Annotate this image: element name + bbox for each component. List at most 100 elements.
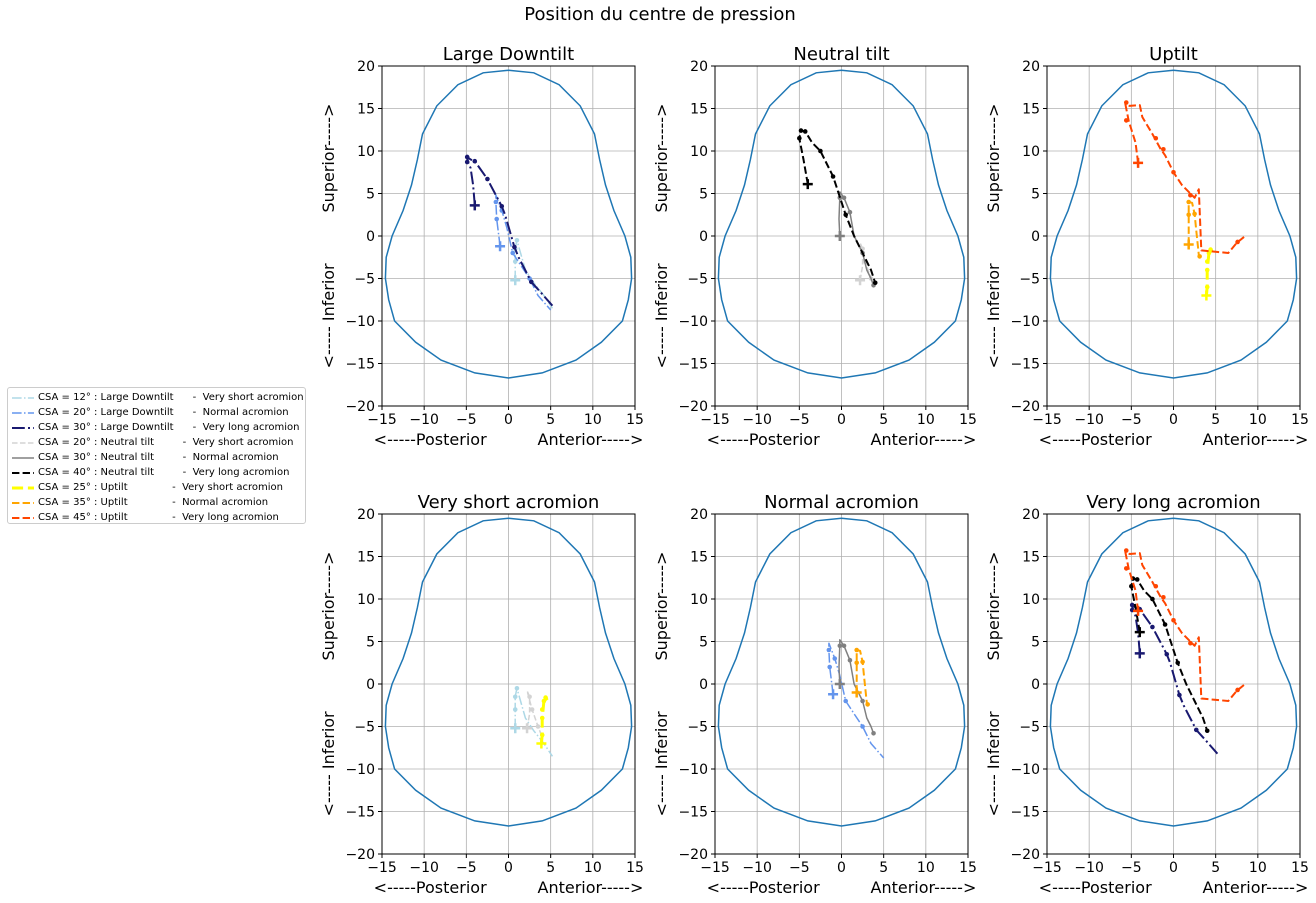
x-axis-label: <-----Posterior Anterior----->: [1039, 430, 1309, 449]
x-tick-label: 0: [1169, 860, 1178, 876]
series-marker-s30: [1193, 727, 1199, 733]
legend-swatch: [12, 442, 34, 444]
x-tick-label: 15: [1291, 412, 1309, 428]
y-tick-label: −5: [687, 720, 708, 736]
x-axis-label: <-----Posterior Anterior----->: [707, 878, 977, 897]
series-marker-s40: [818, 148, 823, 154]
series-marker-s45: [1188, 640, 1193, 646]
series-marker-s30: [464, 154, 470, 160]
legend-item: CSA = 12° : Large Downtilt - Very short …: [8, 390, 305, 405]
series-marker-s45: [1235, 687, 1240, 693]
series-marker-s35: [1192, 211, 1197, 217]
x-tick-label: −10: [1074, 860, 1104, 876]
subplot-title: Normal acromion: [764, 492, 919, 513]
series-marker-s30: [528, 279, 534, 285]
y-tick-label: 0: [366, 229, 375, 245]
series-line-s40: [1130, 577, 1209, 732]
series-marker-s25: [1204, 267, 1210, 273]
y-tick-label: 20: [357, 59, 375, 75]
series-start-cross-s30n: [834, 231, 845, 241]
series-start-cross-s25: [1201, 290, 1212, 301]
x-tick-label: 15: [626, 860, 644, 876]
series-start-cross-s30: [469, 200, 480, 211]
series-marker-s35: [860, 659, 865, 665]
y-tick-label: −15: [1010, 805, 1040, 821]
legend-swatch: [12, 472, 34, 474]
series-marker-s30n: [841, 643, 847, 649]
series-start-cross-s20: [828, 689, 839, 700]
series-start-cross-s45: [1133, 157, 1144, 168]
x-tick-label: −15: [700, 860, 730, 876]
y-tick-label: −10: [1010, 762, 1040, 778]
series-marker-s45: [1123, 548, 1129, 553]
y-tick-label: 15: [357, 102, 375, 118]
series-marker-s30: [464, 159, 470, 165]
legend-item: CSA = 20° : Large Downtilt - Normal acro…: [8, 405, 305, 420]
y-tick-label: −20: [678, 399, 708, 415]
series-marker-s12: [512, 259, 518, 264]
legend-swatch: [12, 427, 34, 429]
y-tick-label: 0: [1031, 677, 1040, 693]
glenoid-outline: [384, 517, 633, 827]
series-start-cross-s20n: [522, 723, 533, 734]
x-tick-label: −5: [789, 860, 810, 876]
series-start-cross-s35: [851, 687, 862, 698]
legend-item: CSA = 30° : Neutral tilt - Normal acromi…: [8, 450, 305, 465]
x-tick-label: −10: [742, 860, 772, 876]
x-axis-label: <-----Posterior Anterior----->: [1039, 878, 1309, 897]
series-line-s45: [1124, 551, 1246, 702]
glenoid-outline: [384, 69, 633, 379]
x-tick-label: −5: [1121, 412, 1142, 428]
y-tick-label: 15: [1022, 102, 1040, 118]
y-tick-label: −20: [345, 399, 375, 415]
series-marker-s25: [541, 698, 547, 704]
y-tick-label: 5: [366, 635, 375, 651]
series-marker-s45: [1123, 100, 1129, 105]
x-tick-label: 0: [837, 412, 846, 428]
y-tick-label: 5: [699, 635, 708, 651]
subplot-5: −15 −10 −5 0 5 10 15−20−15−10−505101520Normal …: [652, 492, 977, 897]
x-tick-label: −10: [409, 412, 439, 428]
y-tick-label: 10: [1022, 592, 1040, 608]
series-marker-s30: [1150, 624, 1155, 630]
y-tick-label: 0: [699, 677, 708, 693]
y-tick-label: 15: [690, 102, 708, 118]
x-tick-label: −5: [456, 860, 477, 876]
series-marker-s20: [510, 250, 516, 256]
series-marker-s45: [1235, 239, 1240, 245]
glenoid-outline: [1049, 69, 1298, 379]
y-tick-label: −5: [687, 272, 708, 288]
series-line-s45: [1124, 103, 1246, 254]
x-tick-label: 15: [959, 412, 977, 428]
x-tick-label: 10: [584, 412, 602, 428]
series-marker-s40: [872, 280, 878, 286]
legend-label: CSA = 35° : Uptilt - Normal acromion: [38, 497, 269, 508]
series-marker-s45: [1171, 169, 1176, 175]
series-marker-s30: [1177, 692, 1182, 698]
y-tick-label: −5: [354, 272, 375, 288]
series-marker-s30: [512, 244, 517, 250]
x-tick-label: −15: [1032, 860, 1062, 876]
series-marker-s25: [1204, 284, 1210, 290]
series-marker-s20: [826, 647, 832, 653]
x-tick-label: 15: [959, 860, 977, 876]
legend-item: CSA = 20° : Neutral tilt - Very short ac…: [8, 435, 305, 450]
y-tick-label: −5: [1019, 272, 1040, 288]
x-tick-label: −5: [1121, 860, 1142, 876]
series-marker-s40: [843, 212, 849, 218]
series-marker-s40: [1204, 728, 1210, 734]
x-axis-label: <-----Posterior Anterior----->: [374, 878, 644, 897]
glenoid-outline: [717, 69, 966, 379]
series-line-s30: [466, 155, 554, 307]
glenoid-outline: [1049, 517, 1298, 827]
x-tick-label: −5: [789, 412, 810, 428]
series-marker-s25: [539, 732, 545, 738]
y-tick-label: 5: [366, 187, 375, 203]
legend-label: CSA = 20° : Large Downtilt - Normal acro…: [38, 407, 289, 418]
y-axis-label: <----- Inferior Superior----->: [319, 552, 338, 817]
y-tick-label: −10: [678, 314, 708, 330]
y-tick-label: −20: [1010, 847, 1040, 863]
subplot-title: Very long acromion: [1086, 492, 1260, 513]
